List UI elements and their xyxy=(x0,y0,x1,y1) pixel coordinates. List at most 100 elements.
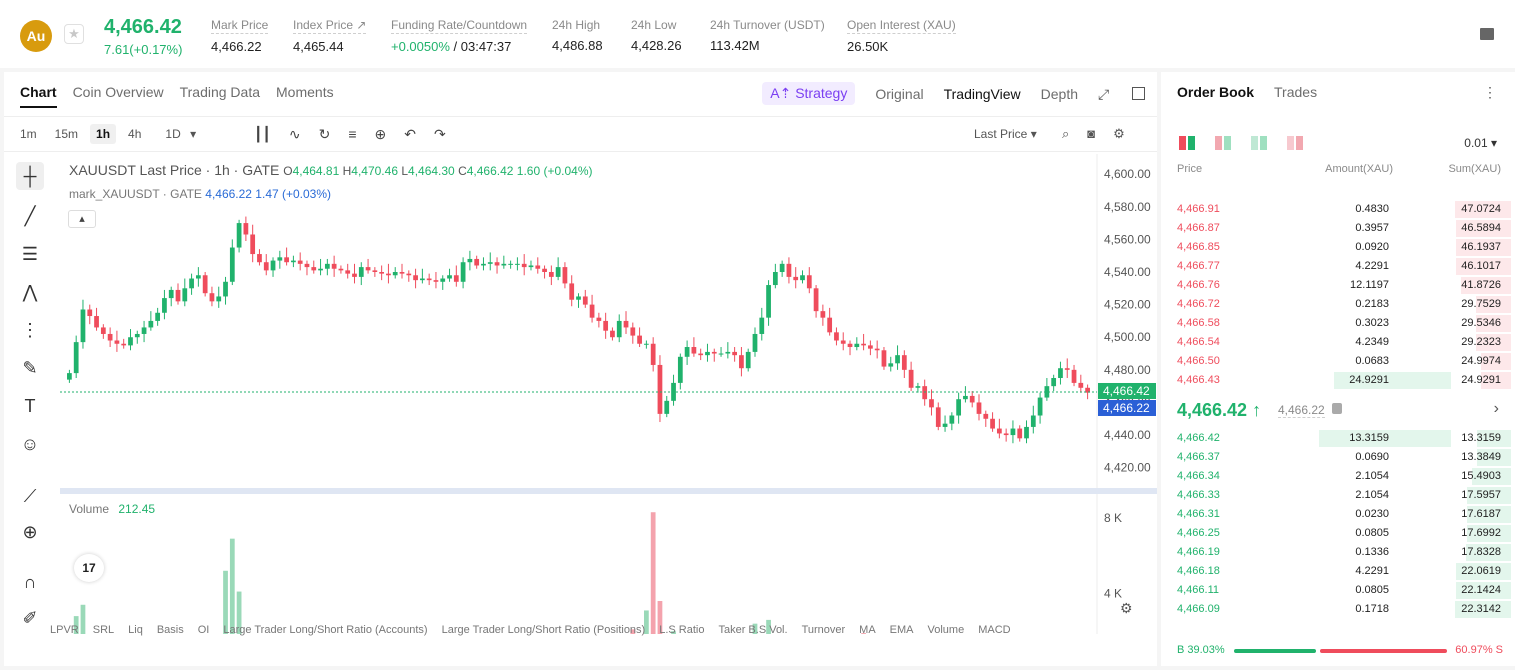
indicator-item[interactable]: LPVR xyxy=(50,624,79,636)
order-book-row[interactable]: 4,466.19 0.1336 17.8328 xyxy=(1161,543,1515,562)
interval-15m[interactable]: 15m xyxy=(54,127,79,141)
stat-open-interest[interactable]: Open Interest (XAU) 26.50K xyxy=(847,18,956,54)
order-book-row[interactable]: 4,466.18 4.2291 22.0619 xyxy=(1161,562,1515,581)
order-book-row[interactable]: 4,466.37 0.0690 13.3849 xyxy=(1161,448,1515,467)
view-asks-icon[interactable] xyxy=(1287,136,1303,150)
candle xyxy=(806,275,812,289)
tab-original[interactable]: Original xyxy=(875,85,924,102)
candle-type-icon[interactable]: ┃┃ xyxy=(254,126,271,142)
row-price: 4,466.91 xyxy=(1177,203,1220,215)
crosshair-icon[interactable]: ┼ xyxy=(16,162,44,190)
pattern-icon[interactable]: ⋀ xyxy=(22,281,38,302)
row-sum: 24.9291 xyxy=(1461,374,1501,386)
volume-tick-label: 8 K xyxy=(1104,511,1122,525)
favorite-star-icon[interactable]: ★ xyxy=(64,24,84,44)
stat-mark-price[interactable]: Mark Price 4,466.22 xyxy=(211,18,269,54)
order-book-row[interactable]: 4,466.34 2.1054 15.4903 xyxy=(1161,467,1515,486)
strategy-button[interactable]: A⇡ Strategy xyxy=(762,82,856,105)
order-book-row[interactable]: 4,466.87 0.3957 46.5894 xyxy=(1161,219,1515,238)
emoji-icon[interactable]: ☺ xyxy=(20,433,40,454)
indicator-item[interactable]: EMA xyxy=(889,624,914,636)
indicator-item[interactable]: Large Trader Long/Short Ratio (Accounts) xyxy=(223,624,428,636)
order-book-row[interactable]: 4,466.85 0.0920 46.1937 xyxy=(1161,238,1515,257)
pencil-lock-icon[interactable]: ✐ xyxy=(22,607,38,628)
order-book-row[interactable]: 4,466.11 0.0805 22.1424 xyxy=(1161,581,1515,600)
guide-book-icon[interactable] xyxy=(1480,28,1494,40)
more-icon[interactable]: ⋮ xyxy=(1483,84,1497,100)
interval-4h[interactable]: 4h xyxy=(128,127,142,141)
order-book-row[interactable]: 4,466.76 12.1197 41.8726 xyxy=(1161,276,1515,295)
order-book-row[interactable]: 4,466.33 2.1054 17.5957 xyxy=(1161,486,1515,505)
chevron-right-icon[interactable]: › xyxy=(1493,400,1499,417)
expand-icon[interactable]: ⤢ xyxy=(1098,85,1110,102)
price-chart[interactable]: 4,600.00 4,580.00 4,560.00 4,540.00 4,520.00… xyxy=(60,154,1157,634)
indicator-item[interactable]: MA xyxy=(859,624,876,636)
candle xyxy=(752,333,758,352)
order-book-row[interactable]: 4,466.25 0.0805 17.6992 xyxy=(1161,524,1515,543)
stat-funding-rate[interactable]: Funding Rate/Countdown +0.0050% / 03:47:… xyxy=(391,18,528,54)
collapse-legend-button[interactable]: ▴ xyxy=(68,210,96,228)
indicator-item[interactable]: OI xyxy=(197,624,210,636)
interval-1h[interactable]: 1h xyxy=(90,124,117,144)
time-settings-icon[interactable]: ⚙ xyxy=(1120,600,1133,616)
depth-bar xyxy=(1461,277,1511,294)
tab-depth[interactable]: Depth xyxy=(1040,85,1078,102)
brush-icon[interactable]: ✎ xyxy=(22,357,38,378)
order-book-row[interactable]: 4,466.58 0.3023 29.5346 xyxy=(1161,314,1515,333)
ruler-icon[interactable]: ⟋ xyxy=(23,485,37,506)
view-bids-icon[interactable] xyxy=(1251,136,1267,150)
tab-trading-data[interactable]: Trading Data xyxy=(179,84,261,100)
indicator-item[interactable]: Turnover xyxy=(801,624,846,636)
indicator-item[interactable]: Liq xyxy=(128,624,143,636)
tab-coin-overview[interactable]: Coin Overview xyxy=(72,84,164,100)
tab-trades[interactable]: Trades xyxy=(1274,84,1318,100)
price-type-select[interactable]: Last Price ▾ xyxy=(974,127,1037,141)
order-book-row[interactable]: 4,466.91 0.4830 47.0724 xyxy=(1161,200,1515,219)
order-book-row[interactable]: 4,466.77 4.2291 46.1017 xyxy=(1161,257,1515,276)
add-icon[interactable]: ⊕ xyxy=(374,126,387,142)
search-icon[interactable]: ⌕ xyxy=(1062,126,1070,141)
undo-icon[interactable]: ↶ xyxy=(404,126,416,142)
indicator-item[interactable]: Volume xyxy=(927,624,965,636)
row-price: 4,466.43 xyxy=(1177,374,1220,386)
tab-chart[interactable]: Chart xyxy=(20,84,57,108)
tab-tradingview[interactable]: TradingView xyxy=(943,85,1021,102)
indicators-icon[interactable]: ∿ xyxy=(288,126,301,142)
indicator-item[interactable]: MACD xyxy=(978,624,1011,636)
order-book-row[interactable]: 4,466.50 0.0683 24.9974 xyxy=(1161,352,1515,371)
template-icon[interactable]: ≡ xyxy=(348,126,357,142)
refresh-icon[interactable]: ↻ xyxy=(318,126,331,142)
order-book-row[interactable]: 4,466.54 4.2349 29.2323 xyxy=(1161,333,1515,352)
text-icon[interactable]: T xyxy=(24,395,36,416)
tab-moments[interactable]: Moments xyxy=(276,84,334,100)
indicator-item[interactable]: SRL xyxy=(92,624,115,636)
order-book-row[interactable]: 4,466.42 13.3159 13.3159 xyxy=(1161,429,1515,448)
view-both-icon[interactable] xyxy=(1179,136,1195,150)
order-book-row[interactable]: 4,466.09 0.1718 22.3142 xyxy=(1161,600,1515,619)
stat-index-price[interactable]: Index Price ↗ 4,465.44 xyxy=(293,18,367,54)
camera-icon[interactable]: ◙ xyxy=(1087,126,1096,141)
interval-1d[interactable]: 1D ▾ xyxy=(165,127,197,141)
candle xyxy=(297,260,303,264)
order-book-row[interactable]: 4,466.31 0.0230 17.6187 xyxy=(1161,505,1515,524)
order-book-row[interactable]: 4,466.72 0.2183 29.7529 xyxy=(1161,295,1515,314)
zoom-icon[interactable]: ⊕ xyxy=(22,521,38,542)
indicator-item[interactable]: L.S Ratio xyxy=(659,624,705,636)
redo-icon[interactable]: ↷ xyxy=(433,126,446,142)
order-book-row[interactable]: 4,466.43 24.9291 24.9291 xyxy=(1161,371,1515,390)
indicator-item[interactable]: Large Trader Long/Short Ratio (Positions… xyxy=(441,624,646,636)
magnet-icon[interactable]: ∩ xyxy=(23,571,37,592)
fib-icon[interactable]: ⋮ xyxy=(21,319,39,340)
candle xyxy=(908,369,914,388)
precision-select[interactable]: 0.01 ▾ xyxy=(1464,136,1497,150)
interval-1m[interactable]: 1m xyxy=(20,127,37,141)
tab-order-book[interactable]: Order Book xyxy=(1177,84,1255,100)
gear-icon[interactable]: ⚙ xyxy=(1113,126,1125,141)
candle xyxy=(168,289,174,299)
indicator-item[interactable]: Taker B.S Vol. xyxy=(718,624,788,636)
indicator-item[interactable]: Basis xyxy=(156,624,184,636)
view-split-icon[interactable] xyxy=(1215,136,1231,150)
window-icon[interactable] xyxy=(1132,87,1145,100)
horizontal-lines-icon[interactable]: ☰ xyxy=(21,243,39,264)
trend-line-icon[interactable]: ╱ xyxy=(24,205,36,226)
